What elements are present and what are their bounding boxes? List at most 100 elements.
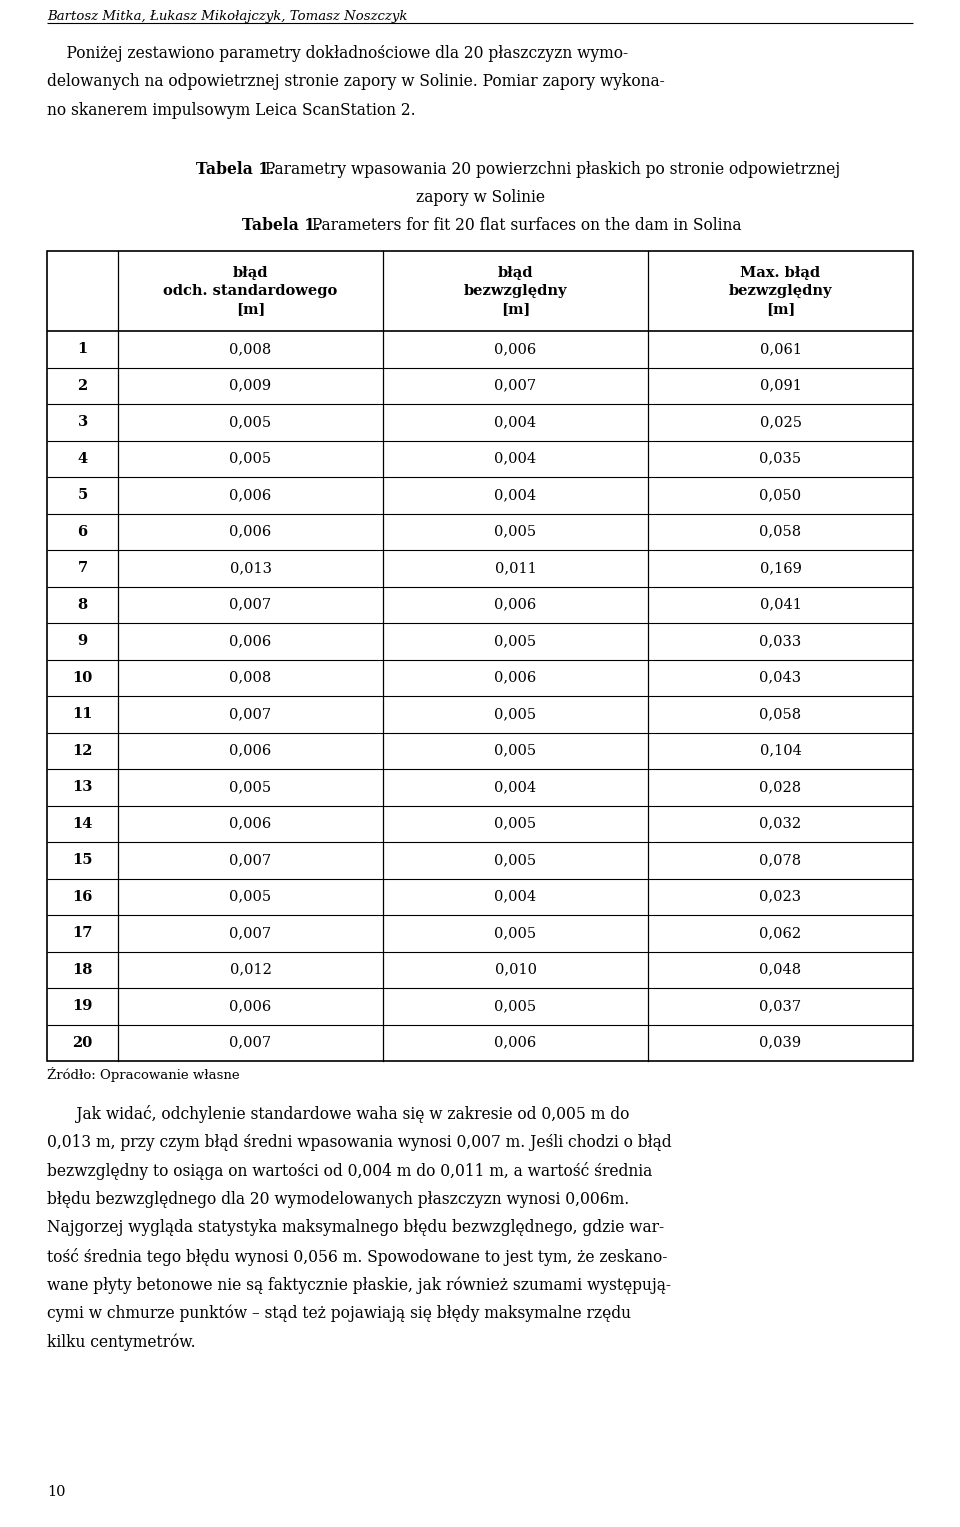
Text: 10: 10 [72,670,92,684]
Text: 0,006: 0,006 [494,1035,537,1049]
Text: 0,009: 0,009 [229,379,272,392]
Text: błędu bezwzględnego dla 20 wymodelowanych płaszczyzn wynosi 0,006m.: błędu bezwzględnego dla 20 wymodelowanyc… [47,1191,629,1208]
Text: 0,007: 0,007 [229,597,272,612]
Text: 5: 5 [78,489,87,502]
Text: 0,078: 0,078 [759,854,802,867]
Text: 0,058: 0,058 [759,525,802,539]
Text: 1: 1 [78,342,87,356]
Text: 14: 14 [72,817,93,831]
Text: 0,028: 0,028 [759,780,802,794]
Text: 0,025: 0,025 [759,415,802,429]
Text: 0,005: 0,005 [494,854,537,867]
Text: 0,004: 0,004 [494,890,537,904]
Text: 0,007: 0,007 [229,707,272,721]
Text: wane płyty betonowe nie są faktycznie płaskie, jak również szumami występują-: wane płyty betonowe nie są faktycznie pł… [47,1277,671,1293]
Text: 0,062: 0,062 [759,927,802,941]
Text: 7: 7 [78,562,87,576]
Text: 0,010: 0,010 [494,962,537,977]
Text: 12: 12 [72,744,93,757]
Text: Najgorzej wygląda statystyka maksymalnego błędu bezwzględnego, gdzie war-: Najgorzej wygląda statystyka maksymalneg… [47,1219,664,1235]
Text: 0,104: 0,104 [759,744,802,757]
Text: Parametry wpasowania 20 powierzchni płaskich po stronie odpowietrznej: Parametry wpasowania 20 powierzchni płas… [260,160,841,177]
Text: 0,005: 0,005 [229,452,272,466]
Text: kilku centymetrów.: kilku centymetrów. [47,1333,196,1350]
Text: 4: 4 [78,452,87,466]
Text: 19: 19 [72,999,93,1014]
Text: 0,013 m, przy czym błąd średni wpasowania wynosi 0,007 m. Jeśli chodzi o błąd: 0,013 m, przy czym błąd średni wpasowani… [47,1133,672,1150]
Text: 0,005: 0,005 [229,415,272,429]
Text: 0,061: 0,061 [759,342,802,356]
Text: 0,091: 0,091 [759,379,802,392]
Text: 6: 6 [78,525,87,539]
Text: 15: 15 [72,854,93,867]
Text: 10: 10 [47,1484,65,1500]
Text: 11: 11 [72,707,93,721]
Text: 0,006: 0,006 [494,597,537,612]
Text: 3: 3 [78,415,87,429]
Text: 0,006: 0,006 [229,634,272,649]
Text: 0,023: 0,023 [759,890,802,904]
Text: zapory w Solinie: zapory w Solinie [416,189,544,206]
Text: tość średnia tego błędu wynosi 0,056 m. Spowodowane to jest tym, że zeskano-: tość średnia tego błędu wynosi 0,056 m. … [47,1248,667,1266]
Text: 0,006: 0,006 [229,999,272,1014]
Text: 0,005: 0,005 [494,634,537,649]
Text: 0,006: 0,006 [494,670,537,684]
Text: 0,005: 0,005 [494,707,537,721]
Text: no skanerem impulsowym Leica ScanStation 2.: no skanerem impulsowym Leica ScanStation… [47,102,416,119]
Text: 8: 8 [78,597,87,612]
Text: Tabela 1.: Tabela 1. [196,160,274,177]
Text: 0,007: 0,007 [494,379,537,392]
Text: 0,004: 0,004 [494,452,537,466]
Text: 0,008: 0,008 [229,342,272,356]
Text: Parameters for fit 20 flat surfaces on the dam in Solina: Parameters for fit 20 flat surfaces on t… [307,217,742,235]
Text: 0,032: 0,032 [759,817,802,831]
Text: 9: 9 [78,634,87,649]
Text: 0,006: 0,006 [229,744,272,757]
Text: 0,012: 0,012 [229,962,272,977]
Text: Poniżej zestawiono parametry dokładnościowe dla 20 płaszczyzn wymo-: Poniżej zestawiono parametry dokładności… [47,44,628,63]
Text: 0,006: 0,006 [229,525,272,539]
Text: 0,169: 0,169 [759,562,802,576]
Text: cymi w chmurze punktów – stąd też pojawiają się błędy maksymalne rzędu: cymi w chmurze punktów – stąd też pojawi… [47,1304,631,1322]
Text: 0,011: 0,011 [494,562,537,576]
Text: 0,004: 0,004 [494,415,537,429]
Text: 13: 13 [72,780,93,794]
Text: 0,005: 0,005 [494,817,537,831]
Text: 0,007: 0,007 [229,927,272,941]
Text: 17: 17 [72,927,93,941]
Text: 0,006: 0,006 [494,342,537,356]
Text: 0,037: 0,037 [759,999,802,1014]
Text: 18: 18 [72,962,93,977]
Text: 0,050: 0,050 [759,489,802,502]
Text: Tabela 1.: Tabela 1. [243,217,321,235]
Text: 0,005: 0,005 [494,999,537,1014]
Text: 0,039: 0,039 [759,1035,802,1049]
Text: 0,041: 0,041 [759,597,802,612]
Text: 0,008: 0,008 [229,670,272,684]
Text: 0,007: 0,007 [229,854,272,867]
Text: 0,004: 0,004 [494,780,537,794]
Text: 0,035: 0,035 [759,452,802,466]
Text: błąd
odch. standardowego
[m]: błąd odch. standardowego [m] [163,266,338,316]
Text: 0,058: 0,058 [759,707,802,721]
Text: 0,007: 0,007 [229,1035,272,1049]
Text: Jak widać, odchylenie standardowe waha się w zakresie od 0,005 m do: Jak widać, odchylenie standardowe waha s… [47,1106,630,1122]
Text: 0,006: 0,006 [229,489,272,502]
Text: 16: 16 [72,890,93,904]
Text: 0,005: 0,005 [494,744,537,757]
Text: Źródło: Opracowanie własne: Źródło: Opracowanie własne [47,1067,240,1083]
Text: delowanych na odpowietrznej stronie zapory w Solinie. Pomiar zapory wykona-: delowanych na odpowietrznej stronie zapo… [47,73,664,90]
Text: Max. błąd
bezwzględny
[m]: Max. błąd bezwzględny [m] [729,266,832,316]
Text: 0,033: 0,033 [759,634,802,649]
Text: 0,048: 0,048 [759,962,802,977]
Text: 0,013: 0,013 [229,562,272,576]
Text: 0,005: 0,005 [229,780,272,794]
Text: Bartosz Mitka, Łukasz Mikołajczyk, Tomasz Noszczyk: Bartosz Mitka, Łukasz Mikołajczyk, Tomas… [47,11,407,23]
Text: 20: 20 [72,1035,92,1049]
Text: 2: 2 [78,379,87,392]
Bar [47,250,913,1061]
Text: błąd
bezwzględny
[m]: błąd bezwzględny [m] [464,266,567,316]
Text: 0,004: 0,004 [494,489,537,502]
Text: 0,043: 0,043 [759,670,802,684]
Text: bezwzględny to osiąga on wartości od 0,004 m do 0,011 m, a wartość średnia: bezwzględny to osiąga on wartości od 0,0… [47,1162,652,1180]
